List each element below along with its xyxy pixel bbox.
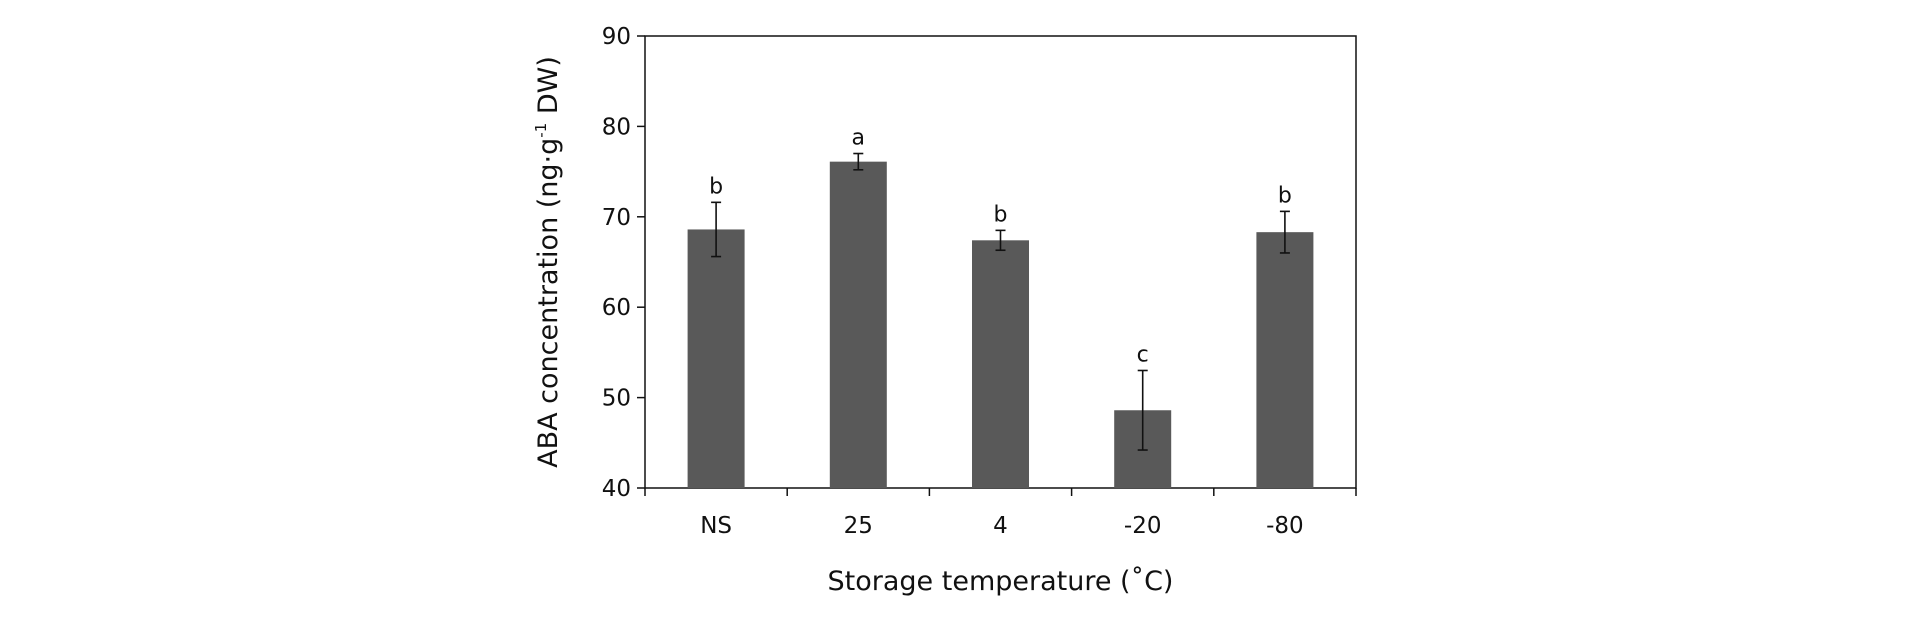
y-axis-title-superscript: -1 — [532, 123, 550, 138]
error-bar — [1137, 369, 1148, 451]
x-tick-label: NS — [700, 513, 732, 539]
y-axis: 40 50 60 70 80 90 — [602, 24, 645, 502]
y-tick-label: 70 — [602, 205, 631, 231]
bar — [687, 229, 745, 488]
x-axis: NS 25 4 -20 -80 — [644, 488, 1357, 539]
significance-label: c — [1137, 342, 1149, 367]
x-tick-label: 25 — [844, 513, 873, 539]
significance-label: b — [1278, 183, 1292, 208]
bar — [972, 240, 1029, 488]
error-bar — [995, 229, 1006, 252]
x-tick-label: -20 — [1124, 513, 1162, 539]
error-bar — [853, 152, 864, 171]
x-axis-title: Storage temperature (˚C) — [828, 566, 1174, 597]
y-tick-label: 40 — [602, 476, 631, 502]
y-axis-title-main: ABA concentration (ng·g — [533, 138, 564, 468]
x-tick-label: -80 — [1266, 513, 1304, 539]
error-bar — [1279, 210, 1290, 254]
error-bar — [711, 201, 722, 258]
x-tick-label: 4 — [993, 513, 1008, 539]
bar — [829, 161, 887, 488]
y-axis-title-tail: DW) — [533, 56, 564, 123]
significance-label: a — [852, 126, 865, 151]
plot-area: 40 50 60 70 80 90 NS 25 4 -20 -80 b a b c b — [602, 24, 1357, 539]
bar-series — [687, 161, 1314, 488]
significance-label: b — [709, 174, 723, 199]
y-tick-label: 80 — [602, 114, 631, 140]
significance-label: b — [994, 202, 1008, 227]
bar — [1256, 232, 1314, 488]
significance-labels: b a b c b — [709, 126, 1292, 368]
y-tick-label: 50 — [602, 386, 631, 412]
y-tick-label: 60 — [602, 295, 631, 321]
y-tick-label: 90 — [602, 24, 631, 50]
y-axis-title: ABA concentration (ng·g-1 DW) — [532, 56, 564, 468]
error-bars — [711, 152, 1290, 451]
